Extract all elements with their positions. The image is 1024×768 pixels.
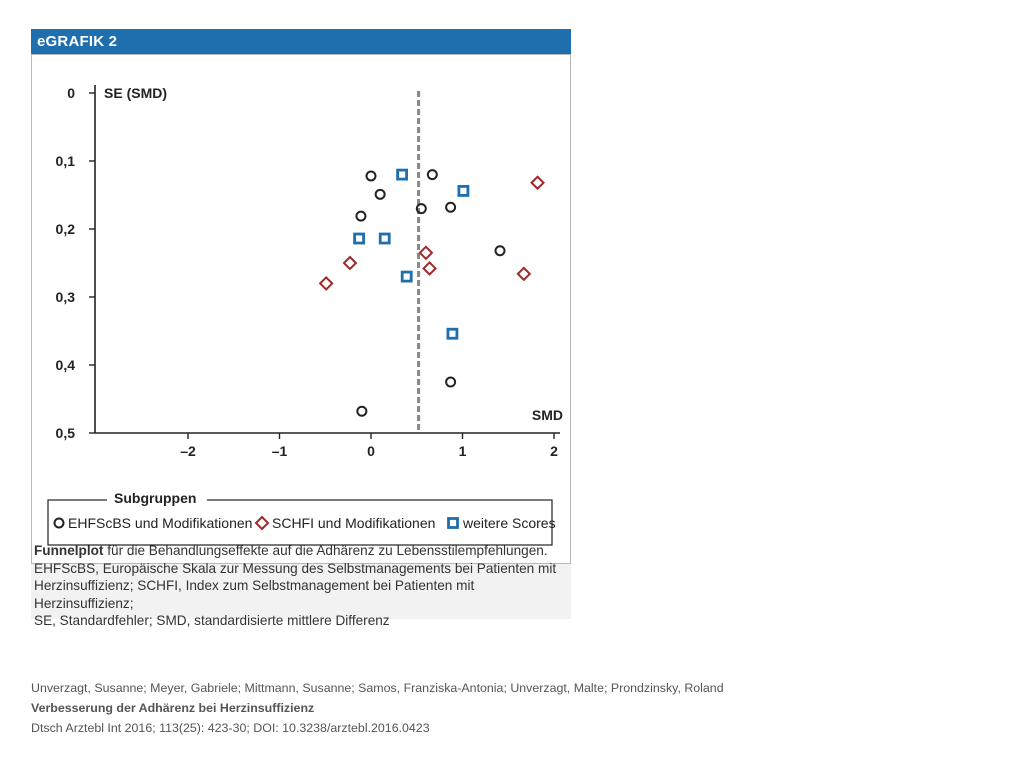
figure-caption: Funnelplot für die Behandlungseffekte au…: [34, 542, 566, 630]
legend-title: Subgruppen: [114, 490, 196, 506]
x-tick-label-0: –2: [180, 443, 196, 459]
caption-line-3: Herzinsuffizienz; SCHFI, Index zum Selbs…: [34, 578, 475, 611]
data-point-s1-3: [422, 261, 437, 276]
data-point-s0-2: [374, 188, 386, 200]
legend-marker-1: [254, 515, 270, 531]
y-tick-label-0: 0: [67, 85, 75, 101]
data-point-s0-6: [494, 245, 506, 257]
data-point-s2-5: [446, 327, 459, 340]
citation-authors: Unverzagt, Susanne; Meyer, Gabriele; Mit…: [31, 681, 724, 695]
data-point-s1-0: [530, 175, 545, 191]
caption-line-1: für die Behandlungseffekte auf die Adhär…: [103, 543, 548, 558]
data-point-s0-4: [445, 201, 457, 213]
y-tick-label-5: 0,5: [56, 425, 76, 441]
funnel-plot-chart: 0 0,1 0,2 0,3 0,4 0,5 –2 –1 0 1 2 SE (SMD) SMD Subgru…: [47, 85, 563, 546]
data-point-s2-3: [378, 232, 391, 245]
data-point-s0-7: [445, 376, 457, 388]
citation-block: Unverzagt, Susanne; Meyer, Gabriele; Mit…: [31, 678, 931, 738]
x-axis-label: SMD: [532, 407, 563, 423]
caption-line-2: EHFScBS, Europäische Skala zur Messung d…: [34, 560, 557, 576]
x-tick-label-1: –1: [272, 443, 288, 459]
data-point-s2-0: [396, 168, 409, 181]
y-tick-label-4: 0,4: [56, 357, 76, 373]
citation-journal: Dtsch Arztebl Int 2016; 113(25): 423-30;…: [31, 721, 430, 735]
data-point-s1-5: [318, 275, 334, 291]
figure-panel: eGRAFIK 2 0 0,1 0,2 0,3 0,4 0,5 –2 –1 0 1 2 SE (SMD…: [31, 29, 571, 628]
y-tick-label-3: 0,3: [56, 289, 76, 305]
data-point-s2-2: [353, 232, 366, 245]
y-axis-label: SE (SMD): [104, 85, 167, 101]
caption-line-4: SE, Standardfehler; SMD, standardisierte…: [34, 613, 390, 628]
figure-header-title: eGRAFIK 2: [37, 33, 118, 50]
legend-label-2: weitere Scores: [462, 515, 556, 531]
legend-marker-0: [53, 517, 65, 529]
data-point-s1-1: [418, 245, 434, 261]
x-tick-label-2: 0: [367, 443, 375, 459]
citation-title: Verbesserung der Adhärenz bei Herzinsuff…: [31, 701, 315, 715]
legend-marker-2: [447, 517, 459, 529]
data-point-s0-1: [426, 169, 438, 181]
data-point-s0-0: [365, 170, 377, 182]
data-point-s0-5: [355, 210, 367, 222]
y-tick-label-1: 0,1: [56, 153, 76, 169]
y-tick-label-2: 0,2: [56, 221, 76, 237]
caption-lead: Funnelplot: [34, 543, 104, 558]
plot-box: 0 0,1 0,2 0,3 0,4 0,5 –2 –1 0 1 2 SE (SMD) SMD Subgru…: [31, 54, 571, 564]
legend-title-bg: [107, 486, 207, 506]
data-point-s1-4: [516, 266, 532, 282]
legend-label-1: SCHFI und Modifikationen: [272, 515, 435, 531]
data-point-s2-4: [400, 270, 413, 283]
x-tick-label-3: 1: [459, 443, 467, 459]
data-point-s1-2: [342, 255, 358, 271]
legend-box: [47, 499, 553, 546]
data-point-s0-8: [356, 405, 368, 417]
data-point-s2-1: [457, 185, 470, 197]
data-point-s0-3: [415, 203, 427, 215]
figure-header-bar: eGRAFIK 2: [31, 29, 571, 54]
legend-label-0: EHFScBS und Modifikationen: [68, 515, 252, 531]
x-tick-label-4: 2: [550, 443, 558, 459]
